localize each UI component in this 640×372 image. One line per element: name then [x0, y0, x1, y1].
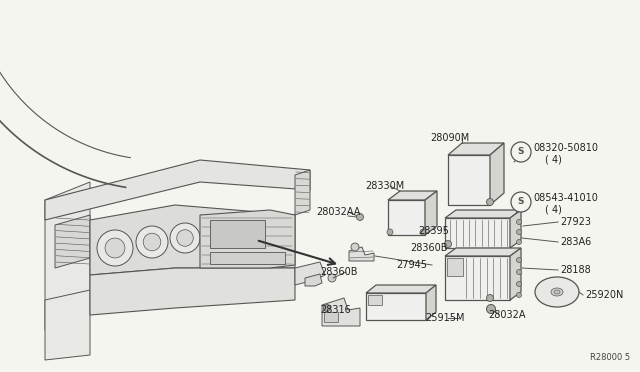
Text: S: S — [518, 148, 524, 157]
Circle shape — [105, 238, 125, 258]
Polygon shape — [55, 215, 90, 268]
Circle shape — [351, 243, 359, 251]
Polygon shape — [295, 262, 325, 285]
Text: 28316: 28316 — [320, 305, 351, 315]
Circle shape — [170, 223, 200, 253]
Circle shape — [511, 192, 531, 212]
Text: ( 4): ( 4) — [545, 155, 562, 165]
Text: 28360B: 28360B — [320, 267, 358, 277]
Circle shape — [516, 282, 522, 286]
Polygon shape — [445, 248, 521, 256]
Circle shape — [143, 233, 161, 251]
Text: S: S — [518, 198, 524, 206]
Polygon shape — [448, 155, 490, 205]
FancyBboxPatch shape — [447, 258, 463, 276]
Circle shape — [97, 230, 133, 266]
Circle shape — [420, 229, 426, 235]
Polygon shape — [510, 248, 521, 300]
Polygon shape — [388, 191, 437, 200]
Circle shape — [445, 241, 451, 247]
Polygon shape — [366, 293, 426, 320]
Circle shape — [516, 240, 522, 244]
Text: ( 4): ( 4) — [545, 205, 562, 215]
Polygon shape — [305, 274, 322, 286]
Circle shape — [136, 226, 168, 258]
Circle shape — [328, 274, 336, 282]
Circle shape — [511, 142, 531, 162]
Text: 283A6: 283A6 — [560, 237, 591, 247]
Text: 28360B: 28360B — [410, 243, 447, 253]
Polygon shape — [445, 210, 521, 218]
Text: 08543-41010: 08543-41010 — [533, 193, 598, 203]
Polygon shape — [425, 191, 437, 235]
Circle shape — [516, 219, 522, 224]
Polygon shape — [295, 170, 310, 215]
Polygon shape — [388, 200, 425, 235]
Ellipse shape — [554, 290, 560, 294]
Circle shape — [323, 305, 330, 311]
Text: 28090M: 28090M — [430, 133, 469, 143]
Circle shape — [486, 295, 493, 301]
Polygon shape — [45, 290, 90, 360]
Circle shape — [177, 230, 193, 246]
Text: 08320-50810: 08320-50810 — [533, 143, 598, 153]
Circle shape — [516, 230, 522, 234]
Text: 28188: 28188 — [560, 265, 591, 275]
Text: 27923: 27923 — [560, 217, 591, 227]
Text: R28000 5: R28000 5 — [590, 353, 630, 362]
Circle shape — [486, 199, 493, 205]
Polygon shape — [366, 285, 436, 293]
Polygon shape — [45, 160, 310, 220]
Text: 28395: 28395 — [418, 226, 449, 236]
Polygon shape — [448, 143, 504, 155]
FancyBboxPatch shape — [210, 252, 285, 264]
Text: 25915M: 25915M — [425, 313, 465, 323]
Text: 25920N: 25920N — [585, 290, 623, 300]
Polygon shape — [426, 285, 436, 320]
Circle shape — [516, 269, 522, 275]
Polygon shape — [90, 268, 295, 315]
Polygon shape — [445, 218, 510, 248]
Polygon shape — [510, 210, 521, 248]
Polygon shape — [200, 210, 295, 268]
Text: 28032A: 28032A — [488, 310, 525, 320]
Polygon shape — [349, 247, 374, 261]
Circle shape — [387, 229, 393, 235]
FancyBboxPatch shape — [368, 295, 382, 305]
Text: 27945: 27945 — [396, 260, 427, 270]
FancyBboxPatch shape — [324, 312, 338, 322]
Polygon shape — [90, 205, 295, 275]
Text: 28032AA: 28032AA — [316, 207, 360, 217]
Circle shape — [486, 305, 495, 314]
Polygon shape — [45, 182, 90, 330]
Ellipse shape — [535, 277, 579, 307]
Circle shape — [356, 214, 364, 221]
Polygon shape — [445, 256, 510, 300]
Text: 28330M: 28330M — [365, 181, 404, 191]
FancyBboxPatch shape — [210, 220, 265, 248]
Circle shape — [516, 257, 522, 263]
Circle shape — [516, 292, 522, 298]
Ellipse shape — [551, 288, 563, 296]
Polygon shape — [490, 143, 504, 205]
Polygon shape — [322, 298, 360, 326]
